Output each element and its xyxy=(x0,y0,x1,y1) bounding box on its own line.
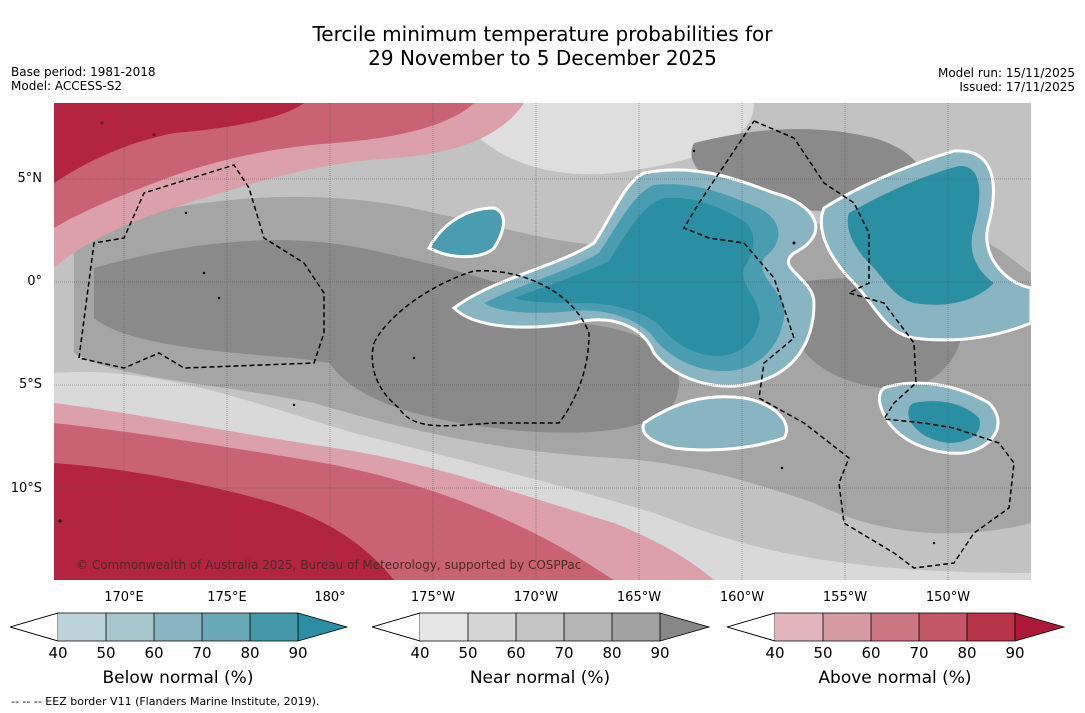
below-normal-central-dark xyxy=(514,197,760,356)
tick-below-80: 80 xyxy=(240,644,260,662)
title-line-1: Tercile minimum temperature probabilitie… xyxy=(312,22,773,46)
tick-above-40: 40 xyxy=(765,644,785,662)
colorbar-below-svg xyxy=(10,612,349,642)
colorbar-near-bin-2 xyxy=(516,613,564,641)
issued-date: Issued: 17/11/2025 xyxy=(959,80,1075,94)
below-normal-se-dark xyxy=(908,401,980,443)
map-svg xyxy=(54,103,1031,580)
colorbar-above-low-extend xyxy=(727,612,776,642)
base-period: Base period: 1981-2018 xyxy=(11,65,156,79)
colorbar-above-bin-1 xyxy=(823,613,871,641)
below-normal-nw-island xyxy=(426,206,505,259)
tick-above-70: 70 xyxy=(909,644,929,662)
colorbar-near-bin-0 xyxy=(420,613,468,641)
model-name: Model: ACCESS-S2 xyxy=(11,79,123,93)
colorbar-near-low-extend xyxy=(372,612,421,642)
lon-label-175e: 175°E xyxy=(207,590,247,605)
tick-near-60: 60 xyxy=(506,644,526,662)
colorbar-above-high-extend xyxy=(1015,613,1064,641)
tick-above-90: 90 xyxy=(1005,644,1025,662)
colorbar-near-bin-4 xyxy=(612,613,660,641)
colorbar-near-label: Near normal (%) xyxy=(469,668,611,688)
colorbar-below-bin-4 xyxy=(250,613,298,641)
tick-below-70: 70 xyxy=(192,644,212,662)
tick-below-40: 40 xyxy=(48,644,68,662)
colorbar-below-bin-0 xyxy=(58,613,106,641)
chart-title: Tercile minimum temperature probabilitie… xyxy=(0,22,1085,70)
tick-above-60: 60 xyxy=(861,644,881,662)
above-normal-nw-dark xyxy=(54,103,304,183)
title-line-2: 29 November to 5 December 2025 xyxy=(368,46,717,70)
colorbar-near-high-extend xyxy=(660,613,709,641)
colorbar-near-bin-1 xyxy=(468,613,516,641)
tick-below-90: 90 xyxy=(288,644,308,662)
lon-label-165w: 165°W xyxy=(616,590,662,605)
colorbar-near-svg xyxy=(372,612,711,642)
colorbar-above-bin-4 xyxy=(967,613,1015,641)
colorbar-below-bin-1 xyxy=(106,613,154,641)
near-normal-dark-central xyxy=(324,322,680,433)
near-normal-light-north xyxy=(474,103,754,175)
model-run: Model run: 15/11/2025 xyxy=(937,66,1075,80)
tick-below-60: 60 xyxy=(144,644,164,662)
colorbar-below-label: Below normal (%) xyxy=(102,668,254,688)
tick-above-80: 80 xyxy=(957,644,977,662)
above-normal-sw-dark xyxy=(54,463,394,580)
tick-near-70: 70 xyxy=(554,644,574,662)
lat-label-10s: 10°S xyxy=(10,481,42,496)
islands xyxy=(58,121,936,545)
colorbar-above-svg xyxy=(727,612,1066,642)
colorbar-near-bin-3 xyxy=(564,613,612,641)
lon-label-155w: 155°W xyxy=(822,590,868,605)
copyright-text: © Commonwealth of Australia 2025, Bureau… xyxy=(76,558,582,572)
lat-label-5n: 5°N xyxy=(17,171,43,186)
gridlines xyxy=(54,103,1031,580)
map-panel xyxy=(54,103,1031,580)
colorbar-below-low-extend xyxy=(10,612,59,642)
colorbar-above-bin-0 xyxy=(775,613,823,641)
tick-near-50: 50 xyxy=(458,644,478,662)
colorbar-near xyxy=(372,612,712,642)
colorbar-below-high-extend xyxy=(298,613,347,641)
eez-footnote: -- -- -- EEZ border V11 (Flanders Marine… xyxy=(11,695,320,708)
lat-label-5s: 5°S xyxy=(18,377,42,392)
colorbar-above xyxy=(727,612,1067,642)
meta-right: Model run: 15/11/2025 Issued: 17/11/2025 xyxy=(938,66,1075,94)
below-normal-south-light xyxy=(641,395,788,452)
colorbar-below xyxy=(10,612,350,642)
colorbar-below-bin-3 xyxy=(202,613,250,641)
tick-below-50: 50 xyxy=(96,644,116,662)
tick-above-50: 50 xyxy=(813,644,833,662)
lon-label-175w: 175°W xyxy=(410,590,456,605)
lon-label-170e: 170°E xyxy=(104,590,144,605)
lon-label-180: 180° xyxy=(314,590,346,605)
colorbar-above-label: Above normal (%) xyxy=(818,668,972,688)
tick-near-90: 90 xyxy=(650,644,670,662)
lat-label-0: 0° xyxy=(27,274,42,289)
tick-near-80: 80 xyxy=(602,644,622,662)
meta-left: Base period: 1981-2018 Model: ACCESS-S2 xyxy=(11,65,156,93)
colorbar-above-bin-3 xyxy=(919,613,967,641)
lon-label-160w: 160°W xyxy=(719,590,765,605)
tick-near-40: 40 xyxy=(410,644,430,662)
colorbar-above-bin-2 xyxy=(871,613,919,641)
lon-label-150w: 150°W xyxy=(925,590,971,605)
colorbar-below-bin-2 xyxy=(154,613,202,641)
eez-borders xyxy=(78,120,1015,569)
below-normal-east-dark xyxy=(847,165,994,305)
lon-label-170w: 170°W xyxy=(513,590,559,605)
